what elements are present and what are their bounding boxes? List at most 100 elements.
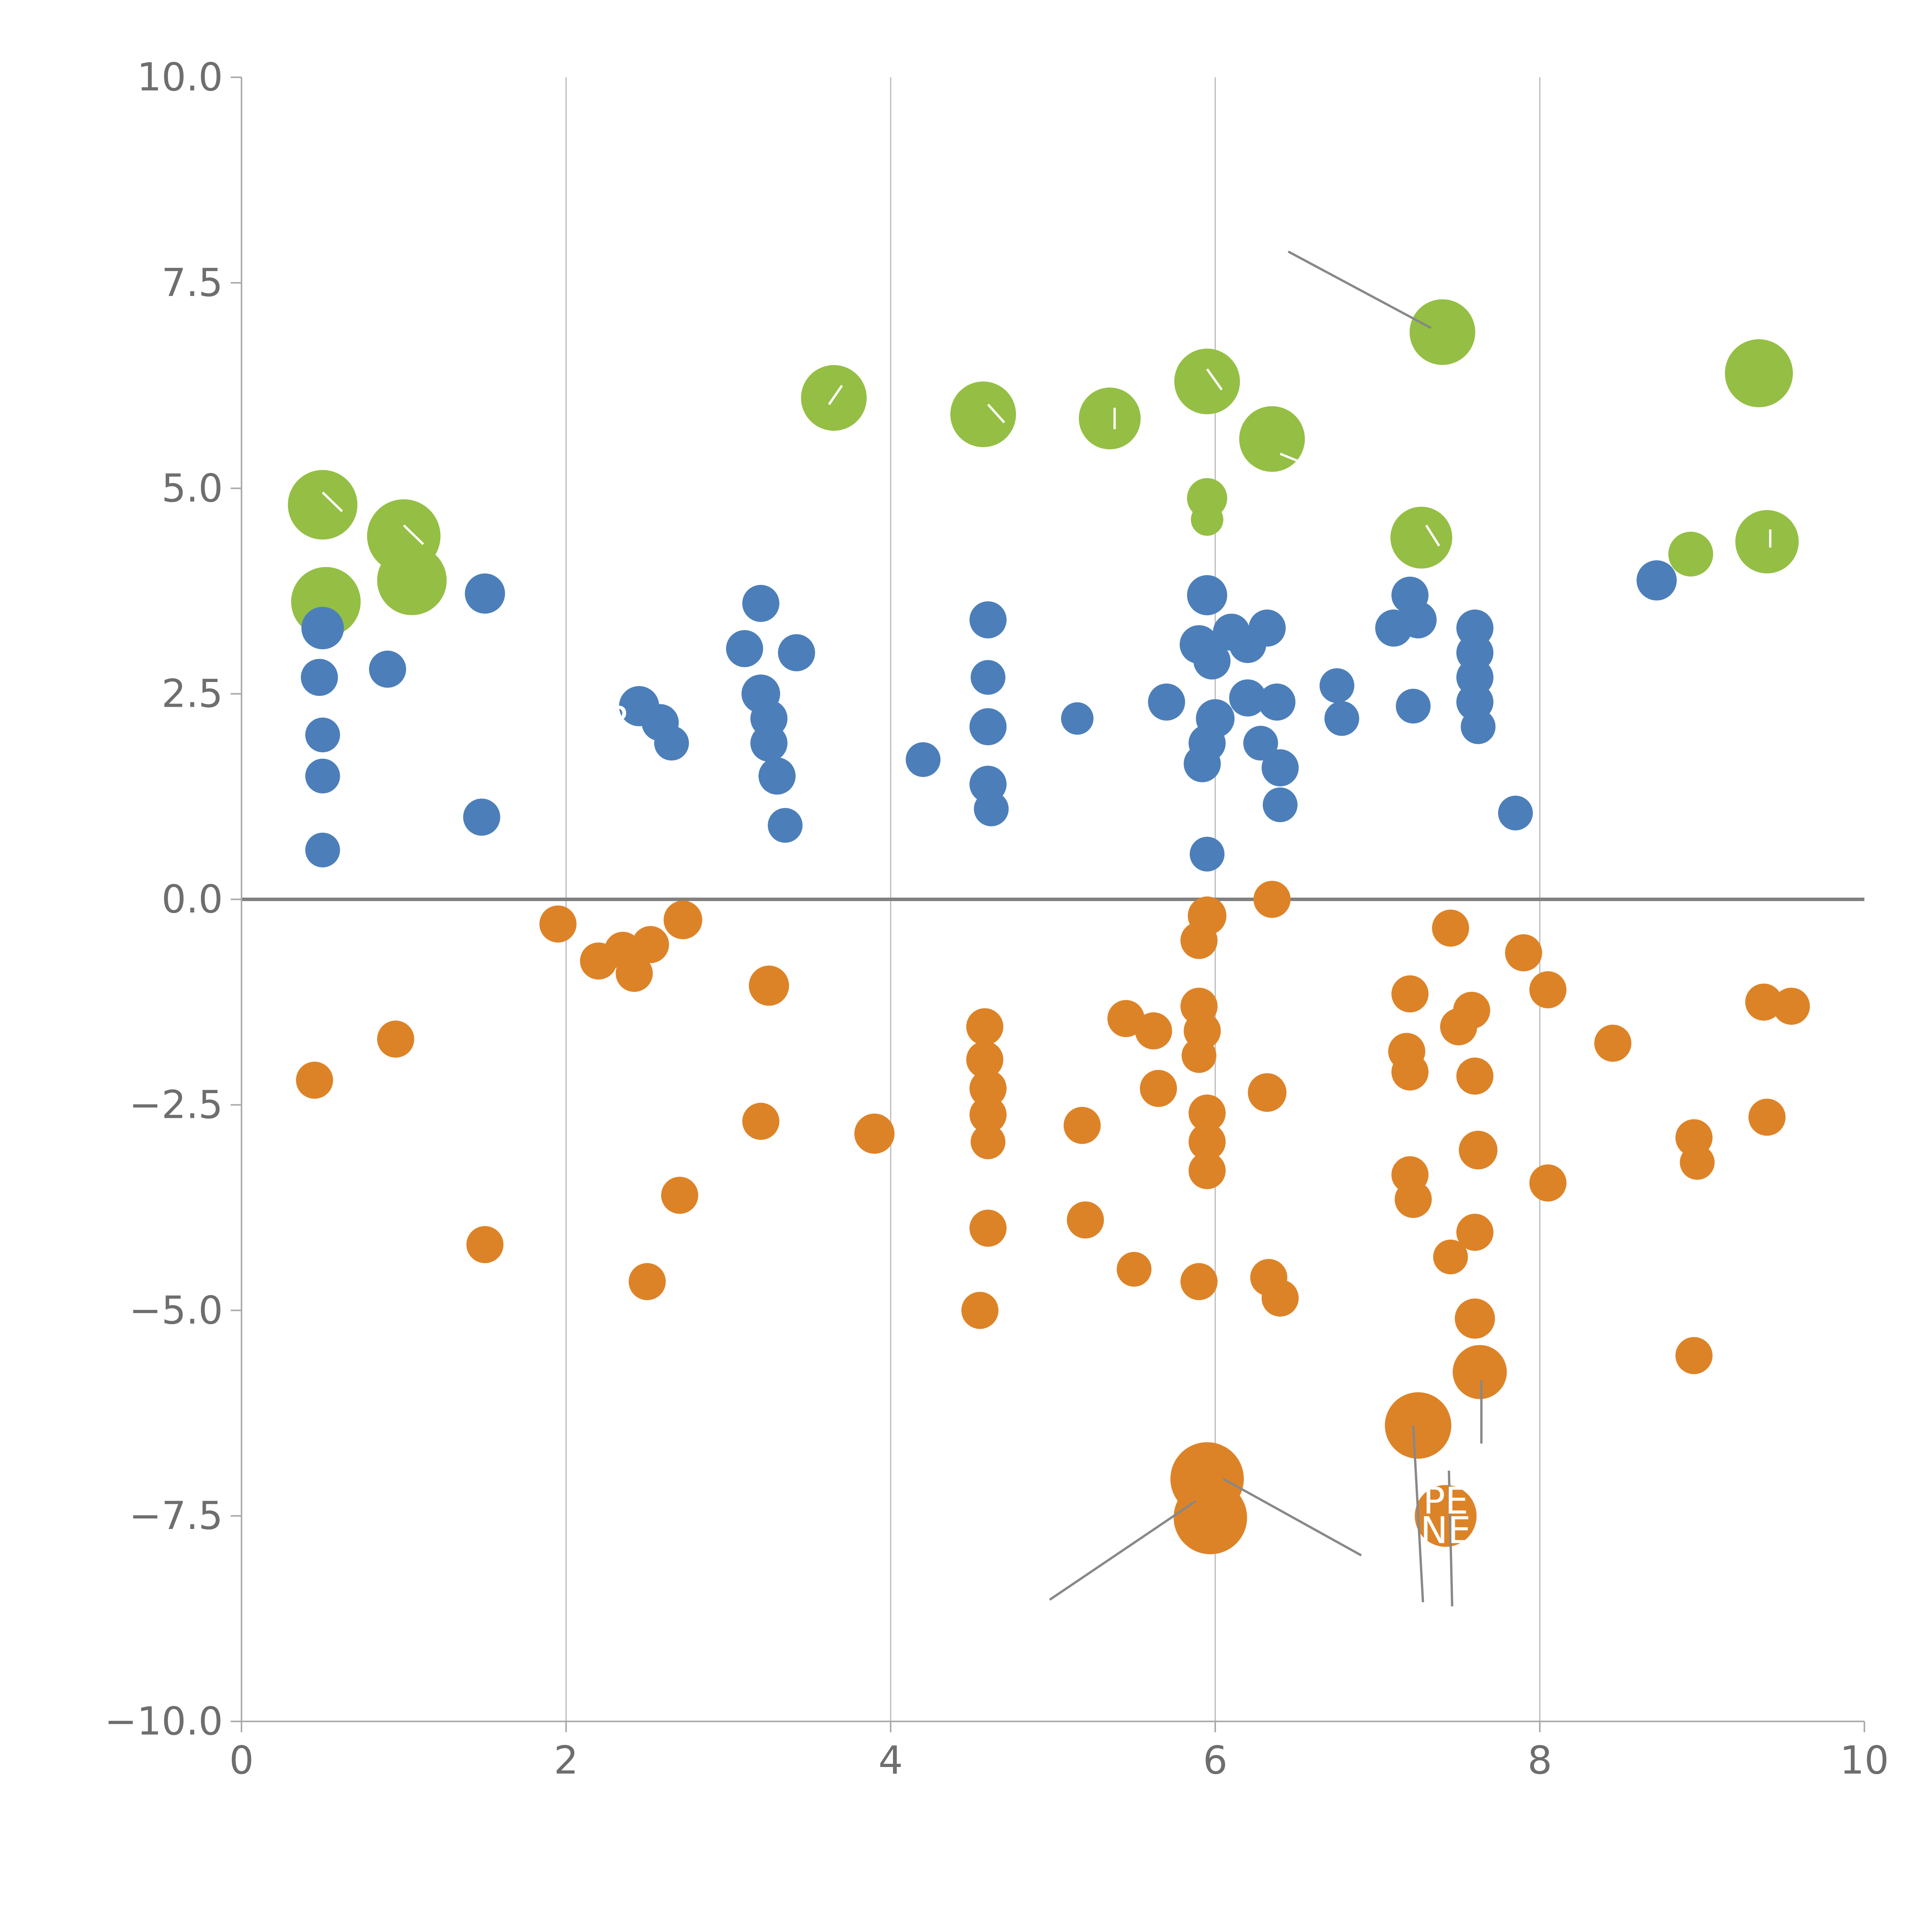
point-orange [1063, 1107, 1101, 1144]
y-tick-label: −7.5 [129, 1493, 223, 1538]
point-blue [726, 630, 763, 667]
point-orange [1117, 1252, 1151, 1287]
x-tick-label: 2 [554, 1738, 578, 1783]
point-green [950, 381, 1016, 447]
point-orange [1135, 1012, 1172, 1049]
point-blue [1184, 745, 1221, 782]
point-blue [768, 808, 803, 843]
point-blue [1243, 726, 1278, 761]
point-blue [1193, 642, 1231, 680]
point-orange [966, 1008, 1003, 1046]
point-blue [1258, 683, 1296, 721]
white-stub [1206, 368, 1223, 391]
x-tick-label: 8 [1527, 1738, 1552, 1783]
point-orange [466, 1226, 503, 1264]
point-orange [1680, 1145, 1715, 1180]
point-orange [1395, 1181, 1432, 1218]
point-blue [750, 724, 787, 762]
point-orange [663, 900, 702, 939]
point-blue [1248, 609, 1286, 647]
point-orange [296, 1061, 333, 1099]
point-orange [632, 926, 669, 963]
point-blue [463, 798, 500, 836]
point-orange [1459, 1131, 1498, 1170]
point-blue [1320, 668, 1354, 703]
white-stub [403, 524, 424, 545]
point-blue [1636, 560, 1677, 601]
point-orange [1391, 1053, 1429, 1091]
point-orange [1385, 1392, 1451, 1459]
point-green [1239, 406, 1305, 472]
x-tick-label: 4 [878, 1738, 903, 1783]
point-green [1410, 299, 1475, 365]
leader-line [1049, 1500, 1197, 1601]
point-orange [1456, 1057, 1493, 1095]
point-blue [974, 791, 1009, 827]
point-orange [1456, 1214, 1493, 1251]
point-blue [971, 660, 1005, 695]
point-orange [969, 1070, 1007, 1107]
point-orange [961, 1292, 998, 1329]
point-blue [969, 601, 1007, 639]
white-stub [1425, 524, 1440, 547]
point-green [1735, 510, 1799, 574]
point-orange [1253, 881, 1291, 918]
point-orange [1453, 992, 1490, 1029]
point-orange [1432, 909, 1469, 947]
point-blue [1396, 689, 1431, 724]
point-green [1725, 339, 1793, 407]
x-tick-label: 10 [1840, 1738, 1889, 1783]
y-tick-label: −5.0 [129, 1287, 223, 1333]
point-blue [1400, 601, 1437, 639]
point-orange [1180, 922, 1218, 959]
point-orange [1140, 1070, 1177, 1107]
point-orange [969, 1209, 1007, 1247]
point-blue [759, 757, 796, 795]
point-green [1174, 349, 1240, 415]
point-orange [1773, 988, 1810, 1025]
point-orange [661, 1177, 698, 1214]
point-blue [369, 650, 406, 688]
point-blue [305, 832, 340, 867]
white-stub [987, 403, 1005, 423]
point-blue [1061, 702, 1094, 735]
point-orange [1107, 1000, 1145, 1037]
leader-line [1412, 1425, 1424, 1602]
y-tick-label: 0.0 [162, 877, 223, 922]
point-orange [539, 905, 577, 943]
y-tick-label: −2.5 [129, 1082, 223, 1127]
point-orange [1505, 934, 1542, 971]
point-blue [1229, 679, 1266, 717]
point-orange [966, 1041, 1003, 1078]
point-orange [1745, 983, 1782, 1021]
point-orange [742, 1102, 779, 1140]
point-green [288, 470, 357, 540]
point-orange [971, 1124, 1005, 1160]
leader-line [1447, 1471, 1454, 1607]
point-orange [1675, 1337, 1713, 1374]
y-tick-label: 10.0 [137, 54, 223, 100]
point-orange [1415, 1485, 1477, 1547]
leader-line [1287, 250, 1432, 329]
point-orange [616, 954, 653, 992]
point-blue [305, 759, 340, 794]
annotation-label: PE [1423, 1480, 1468, 1522]
x-tick-label: 6 [1203, 1738, 1228, 1783]
point-orange [1391, 975, 1429, 1013]
point-blue [1190, 837, 1225, 872]
point-blue [742, 585, 779, 622]
point-orange [1455, 1298, 1495, 1339]
point-blue [969, 708, 1007, 745]
point-orange [969, 1096, 1007, 1133]
point-blue [301, 607, 344, 650]
leader-line [1223, 1478, 1362, 1556]
white-stub [828, 385, 843, 405]
point-blue [1498, 796, 1533, 831]
point-orange [1248, 1073, 1287, 1112]
y-tick-label: 2.5 [162, 671, 223, 716]
point-orange [1433, 1239, 1468, 1274]
white-stub [1279, 452, 1305, 465]
point-orange [1529, 1164, 1566, 1202]
